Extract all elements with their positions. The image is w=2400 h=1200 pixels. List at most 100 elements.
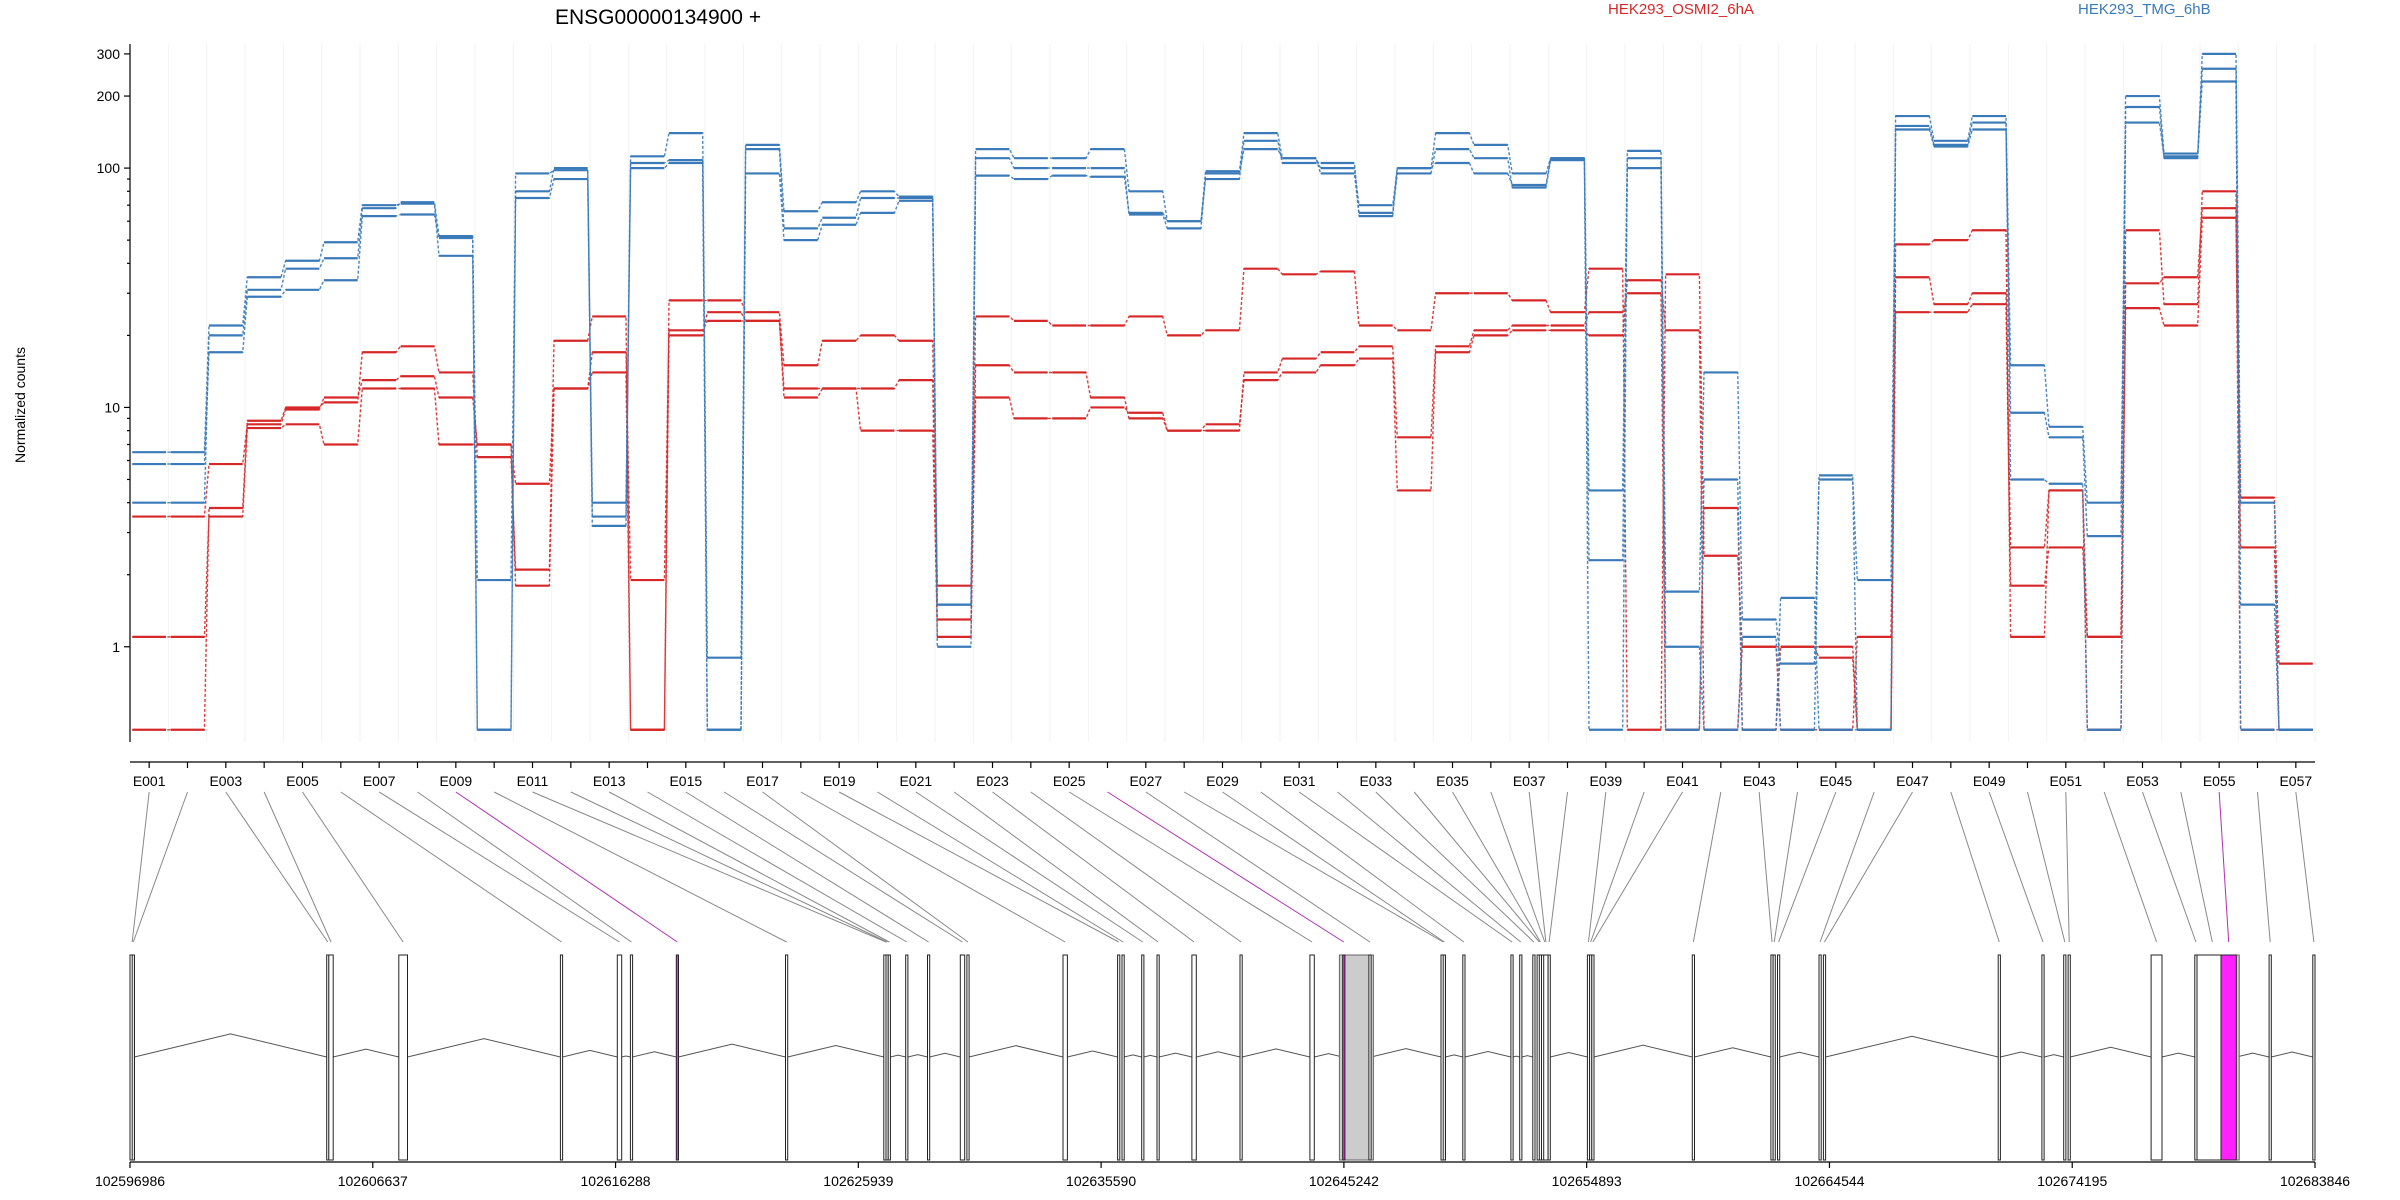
exon-connector — [2257, 791, 2271, 943]
x-tick-label: E001 — [133, 773, 166, 789]
series — [132, 52, 2313, 731]
y-tick-label: 10 — [104, 399, 120, 415]
x-tick-label: E005 — [286, 773, 319, 789]
exon-connector — [2103, 791, 2158, 943]
exon-block — [1062, 954, 1068, 1161]
coordinate-label: 102625939 — [823, 1173, 893, 1189]
exon-connector — [570, 791, 888, 943]
genomic-coordinate-axis: 102596986 102606637 102616288 102625939 1026… — [95, 1161, 2350, 1189]
exon-block — [1141, 954, 1145, 1161]
exon-connector — [302, 791, 404, 943]
coordinate-label: 102664544 — [1794, 1173, 1864, 1189]
exon-block — [905, 954, 909, 1161]
series-connector-line — [132, 207, 2313, 731]
exon-connector — [1298, 791, 1513, 943]
x-tick-label: E017 — [746, 773, 779, 789]
grid — [129, 44, 2316, 742]
intron — [907, 1054, 928, 1058]
x-tick-label: E023 — [976, 773, 1009, 789]
exon-connector — [1145, 791, 1371, 943]
exon-block — [2067, 954, 2071, 1161]
exon-block — [1121, 954, 1125, 1161]
intron — [1464, 1050, 1512, 1058]
intron — [1550, 1051, 1588, 1058]
x-tick-label: E047 — [1896, 773, 1929, 789]
exon-block — [1818, 954, 1822, 1161]
x-tick-label: E037 — [1513, 773, 1546, 789]
exon-connector — [1490, 791, 1546, 943]
series — [132, 80, 2313, 731]
exon-connector — [953, 791, 1159, 943]
x-tick-label: E049 — [1973, 773, 2006, 789]
exon-block — [1117, 954, 1121, 1161]
exon-connector — [455, 791, 678, 943]
exon-block — [1543, 954, 1549, 1161]
intron — [1143, 1054, 1158, 1058]
exon-connector — [132, 791, 188, 943]
gene-model — [129, 954, 2316, 1161]
x-tick-label: E045 — [1819, 773, 1852, 789]
exon-connector — [1758, 791, 1773, 943]
exon-connector — [417, 791, 632, 943]
exon-connector — [992, 791, 1195, 943]
x-tick-label: E013 — [593, 773, 626, 789]
exon-block — [1691, 954, 1696, 1161]
intron — [1067, 1050, 1118, 1058]
exon-connector — [608, 791, 890, 943]
exon-block — [616, 954, 623, 1161]
exon-connector — [1824, 791, 1913, 943]
exon-connector — [378, 791, 620, 943]
exon-connector — [877, 791, 1124, 943]
exon-connector — [493, 791, 787, 943]
exon-block — [1191, 954, 1197, 1161]
intron — [2043, 1054, 2064, 1058]
exon-block — [2268, 954, 2272, 1161]
intron — [2271, 1051, 2313, 1058]
exon-connector — [1988, 791, 2044, 943]
intron — [2070, 1046, 2152, 1058]
exon-connector — [1592, 791, 1683, 943]
intron — [333, 1048, 399, 1058]
exon-block — [1532, 954, 1536, 1161]
coordinate-label: 102606637 — [338, 1173, 408, 1189]
series-connector-line — [132, 217, 2313, 731]
exon-block — [959, 954, 966, 1161]
series — [132, 190, 2313, 731]
exon-block — [1519, 954, 1523, 1161]
exon-block — [2063, 954, 2067, 1161]
exon-connector — [762, 791, 969, 943]
exon-block — [785, 954, 789, 1161]
x-tick-label: E007 — [363, 773, 396, 789]
exon-block — [1309, 954, 1315, 1161]
x-axis: E001 E003 E005 E007 E009 E011 E013 E015 E017 E019… — [130, 761, 2315, 789]
y-tick-label: 1 — [112, 639, 120, 655]
intron — [407, 1038, 561, 1058]
intron — [2236, 1052, 2270, 1058]
intron — [678, 1043, 786, 1058]
legend: HEK293_OSMI2_6hA HEK293_TMG_6hB — [1608, 1, 2211, 18]
intron — [968, 1045, 1064, 1058]
intron — [1196, 1051, 1241, 1058]
x-tick-label: E051 — [2049, 773, 2082, 789]
exon-connector — [1413, 791, 1540, 943]
exon-connector — [2180, 791, 2213, 943]
exon-block — [398, 954, 408, 1161]
exon-connector — [2142, 791, 2197, 943]
exon-connector — [1222, 791, 1445, 943]
exon-block — [675, 954, 679, 1161]
x-tick-label: E041 — [1666, 773, 1699, 789]
series-connector-line — [132, 68, 2313, 731]
exon-connector — [1375, 791, 1535, 943]
exon-block — [1462, 954, 1466, 1161]
legend-entry: HEK293_OSMI2_6hA — [1608, 1, 1754, 18]
exon-block — [328, 954, 334, 1161]
exon-connector — [723, 791, 963, 943]
exon-connector — [2295, 791, 2315, 943]
exon-connector — [340, 791, 562, 943]
x-tick-label: E043 — [1743, 773, 1776, 789]
x-tick-label: E033 — [1359, 773, 1392, 789]
intron — [1694, 1047, 1772, 1058]
x-tick-label: E015 — [669, 773, 702, 789]
intron — [1242, 1048, 1311, 1058]
